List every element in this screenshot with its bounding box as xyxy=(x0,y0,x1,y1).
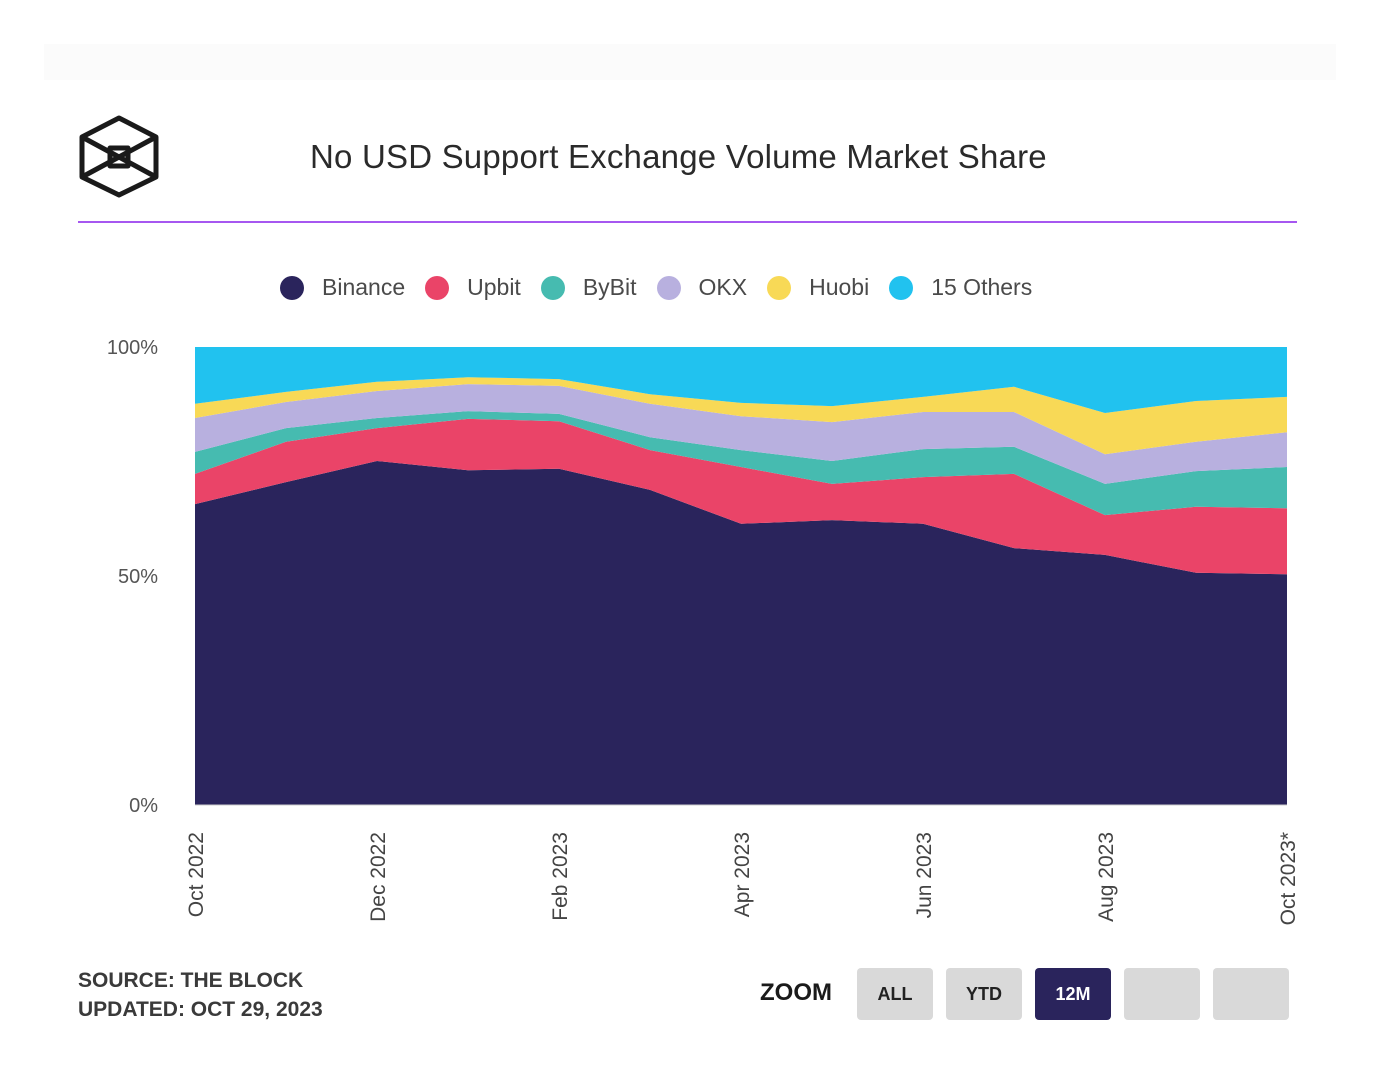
legend-marker-icon xyxy=(540,275,565,300)
chart-title: No USD Support Exchange Volume Market Sh… xyxy=(310,138,1047,175)
legend-label: Upbit xyxy=(467,274,521,300)
legend-label: 15 Others xyxy=(931,274,1033,300)
zoom-button-ytd[interactable]: YTD xyxy=(946,968,1022,1020)
legend-marker-icon xyxy=(656,275,681,300)
legend-item-bybit[interactable]: ByBit xyxy=(540,274,637,301)
x-tick-label: Aug 2023 xyxy=(1095,832,1118,922)
legend-marker-icon xyxy=(767,275,792,300)
x-tick-label: Dec 2022 xyxy=(367,832,390,922)
x-tick-label: Oct 2023* xyxy=(1277,832,1300,925)
zoom-button-all[interactable]: ALL xyxy=(857,968,933,1020)
zoom-button-blank-4[interactable] xyxy=(1213,968,1289,1020)
legend-marker-icon xyxy=(889,275,914,300)
stacked-area-chart: 0% 50% 100% Oct 2022 Dec 2022 Feb 2023 Apr 202… xyxy=(107,337,1300,925)
x-tick-label: Jun 2023 xyxy=(913,832,936,918)
area-binance[interactable] xyxy=(195,461,1287,805)
legend-label: ByBit xyxy=(582,274,637,300)
area-15-others[interactable] xyxy=(195,347,1287,413)
source-label: SOURCE: THE BLOCK xyxy=(78,969,304,992)
legend-label: Binance xyxy=(322,274,406,300)
title-divider xyxy=(78,221,1297,223)
legend-marker-icon xyxy=(280,275,304,300)
area-upbit[interactable] xyxy=(195,418,1287,575)
x-tick-label: Oct 2022 xyxy=(185,832,208,917)
source-note: SOURCE: THE BLOCK UPDATED: OCT 29, 2023 xyxy=(78,966,323,1024)
legend-marker-icon xyxy=(425,275,450,300)
chart-legend: Binance Upbit ByBit OKX Huobi 15 Others xyxy=(280,274,1052,301)
y-tick-label: 100% xyxy=(107,337,158,359)
the-block-logo-icon xyxy=(79,115,159,198)
legend-item-15-others[interactable]: 15 Others xyxy=(889,274,1032,301)
x-tick-label: Apr 2023 xyxy=(731,832,754,917)
zoom-button-12m[interactable]: 12M xyxy=(1035,968,1111,1020)
legend-label: Huobi xyxy=(809,274,870,300)
area-okx[interactable] xyxy=(195,384,1287,484)
legend-item-binance[interactable]: Binance xyxy=(280,274,405,301)
top-banner xyxy=(44,44,1336,80)
legend-label: OKX xyxy=(698,274,748,300)
y-tick-label: 50% xyxy=(118,566,158,588)
updated-label: UPDATED: OCT 29, 2023 xyxy=(78,998,323,1021)
area-bybit[interactable] xyxy=(195,411,1287,516)
zoom-label: ZOOM xyxy=(760,979,832,1006)
legend-item-upbit[interactable]: Upbit xyxy=(425,274,521,301)
area-huobi[interactable] xyxy=(195,377,1287,455)
x-tick-label: Feb 2023 xyxy=(549,832,572,921)
zoom-button-blank-3[interactable] xyxy=(1124,968,1200,1020)
legend-item-huobi[interactable]: Huobi xyxy=(767,274,869,301)
y-tick-label: 0% xyxy=(129,795,158,817)
legend-item-okx[interactable]: OKX xyxy=(656,274,748,301)
